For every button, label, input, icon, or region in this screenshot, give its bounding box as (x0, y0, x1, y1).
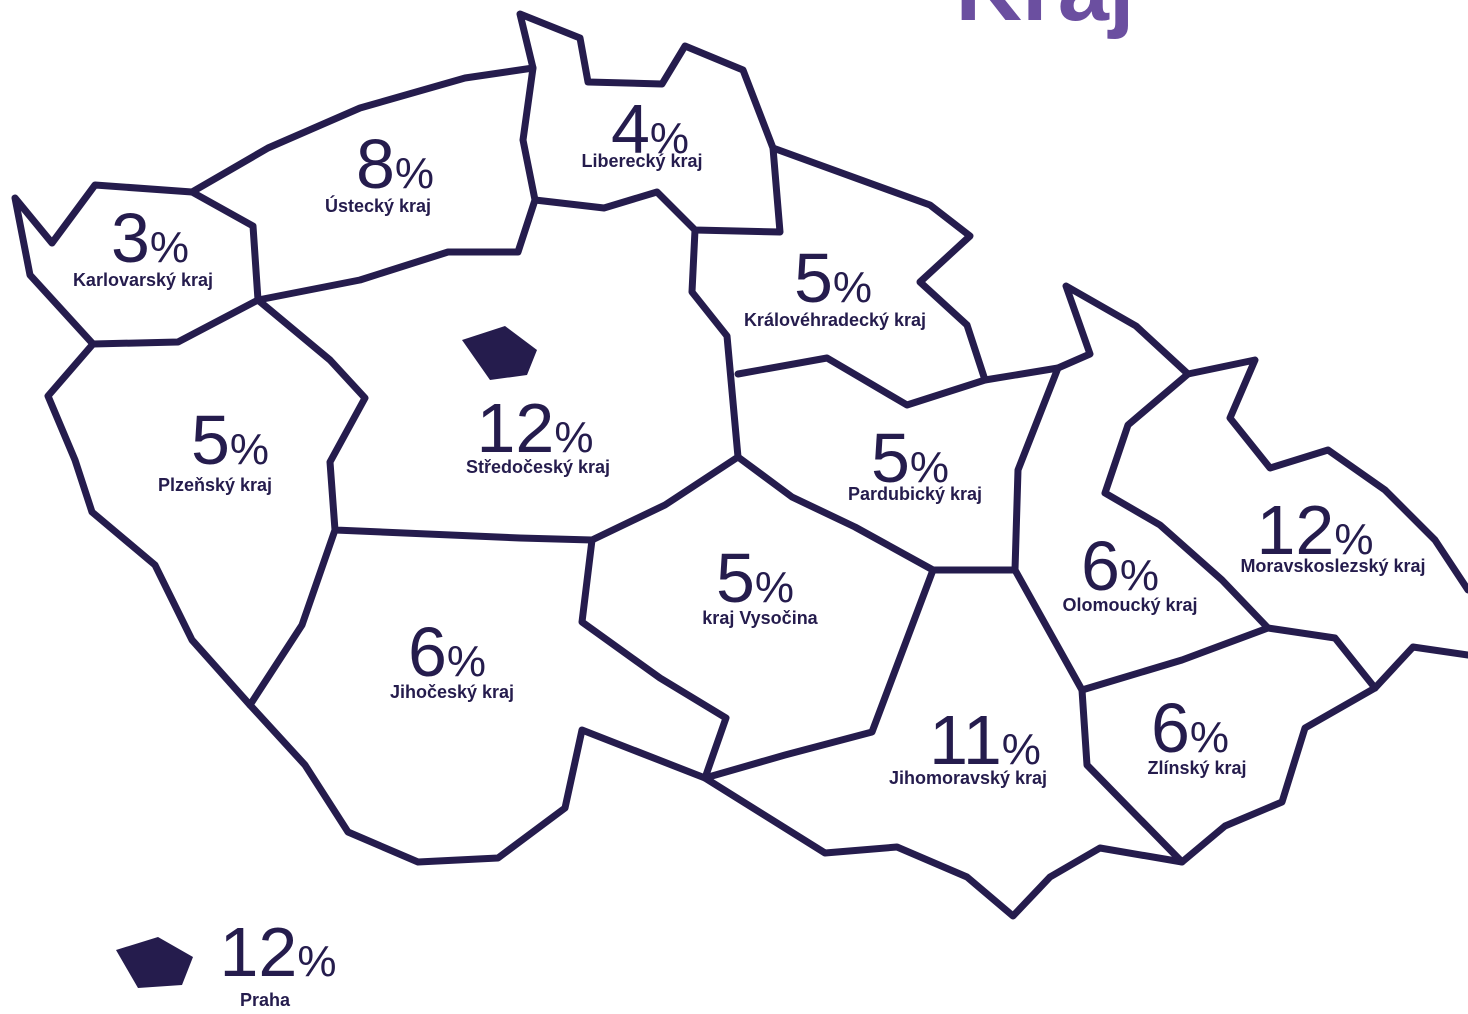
border (701, 566, 1468, 920)
value-unit: % (1120, 551, 1159, 600)
region-name: kraj Vysočina (702, 608, 818, 628)
value-number: 5 (716, 539, 755, 617)
value-unit: % (1002, 725, 1041, 774)
value-unit: % (395, 149, 434, 198)
border (769, 144, 1468, 594)
region-value: 5% (871, 419, 949, 497)
border (519, 64, 539, 204)
region-value: 5% (191, 401, 269, 479)
region-name: Zlínský kraj (1147, 758, 1246, 778)
border (44, 340, 339, 709)
border (1011, 566, 1379, 694)
region-value: 3% (111, 199, 189, 277)
region-name: Plzeňský kraj (158, 475, 272, 495)
border (11, 181, 262, 348)
region-value: 12% (220, 913, 337, 991)
region-name: Jihomoravský kraj (889, 768, 1047, 788)
value-number: 3 (111, 199, 150, 277)
region-name: Ústecký kraj (325, 195, 431, 216)
border (1101, 370, 1272, 632)
value-number: 6 (408, 613, 447, 691)
region-value: 4% (611, 90, 689, 168)
region-name: Olomoucký kraj (1062, 595, 1197, 615)
region-value: 11% (929, 701, 1041, 779)
value-unit: % (1190, 713, 1229, 762)
value-unit: % (755, 563, 794, 612)
region-value: 6% (408, 613, 486, 691)
border (188, 10, 784, 304)
borders (11, 10, 1468, 988)
value-number: 8 (356, 125, 395, 203)
value-number: 12 (477, 389, 555, 467)
value-number: 5 (191, 401, 230, 479)
value-unit: % (1334, 515, 1373, 564)
praha-shape (462, 326, 537, 380)
region-value: 5% (794, 239, 872, 317)
region-value: 8% (356, 125, 434, 203)
value-unit: % (650, 114, 689, 163)
value-unit: % (297, 937, 336, 986)
region-name: Královéhradecký kraj (744, 310, 926, 330)
title: Kraj (956, 0, 1135, 40)
value-number: 4 (611, 90, 650, 168)
region-value: 12% (1257, 491, 1374, 569)
region-value: 5% (716, 539, 794, 617)
border (734, 354, 989, 409)
value-unit: % (230, 425, 269, 474)
value-unit: % (447, 637, 486, 686)
value-number: 11 (929, 701, 1002, 779)
value-number: 6 (1081, 527, 1120, 605)
praha-legend-shape (116, 937, 193, 988)
border (254, 226, 742, 544)
region-name: Moravskoslezský kraj (1240, 556, 1425, 576)
value-number: 6 (1151, 689, 1190, 767)
region-name: Liberecký kraj (581, 151, 702, 171)
region-name: Středočeský kraj (466, 457, 610, 477)
value-unit: % (150, 223, 189, 272)
value-number: 12 (1257, 491, 1335, 569)
value-number: 5 (871, 419, 910, 497)
value-number: 12 (220, 913, 298, 991)
region-value: 6% (1151, 689, 1229, 767)
value-unit: % (833, 263, 872, 312)
value-unit: % (910, 443, 949, 492)
border (246, 536, 730, 866)
border (1078, 686, 1186, 866)
region-value: 6% (1081, 527, 1159, 605)
region-name: Karlovarský kraj (73, 270, 213, 290)
value-unit: % (554, 413, 593, 462)
region-name: Praha (240, 990, 291, 1010)
region-name: Pardubický kraj (848, 484, 982, 504)
region-name: Jihočeský kraj (390, 682, 514, 702)
region-value: 12% (477, 389, 594, 467)
value-number: 5 (794, 239, 833, 317)
